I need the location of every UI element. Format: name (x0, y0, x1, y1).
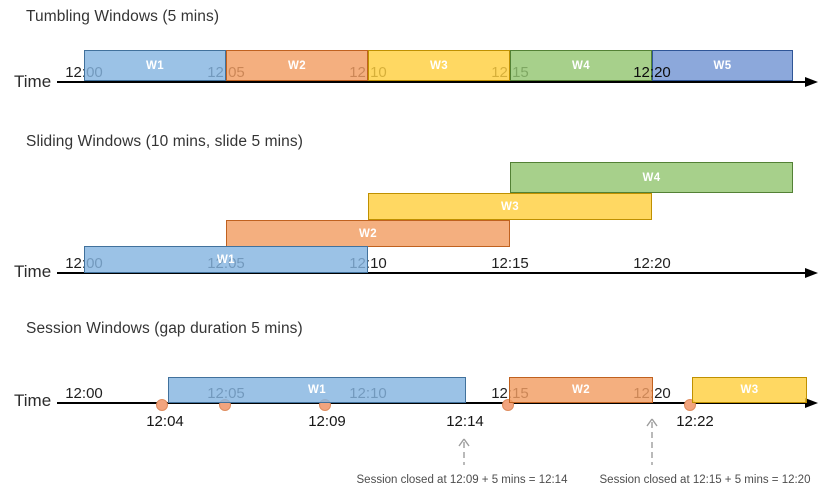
tumbling-section-title: Tumbling Windows (5 mins) (26, 8, 220, 25)
tumbling-tick-1220: 12:20 (633, 64, 671, 81)
sliding-window-w2: W2 (226, 220, 510, 247)
session-time-axis-label: Time (14, 391, 52, 410)
sliding-axis-arrowhead-icon (805, 268, 818, 278)
session-section-title: Session Windows (gap duration 5 mins) (26, 320, 303, 337)
session-window-w1-label: W1 (307, 384, 327, 396)
sliding-window-w2-label: W2 (358, 227, 378, 240)
tumbling-window-w3: W3 (368, 50, 510, 81)
session-window-w2: W2 (509, 377, 653, 403)
tumbling-window-w2-label: W2 (287, 59, 307, 72)
session-close-up-arrow-icon (646, 418, 658, 465)
event-time-1204: 12:04 (146, 413, 184, 430)
sliding-window-w4: W4 (510, 162, 793, 193)
session-axis-arrowhead-icon (805, 398, 818, 408)
event-time-1222: 12:22 (676, 413, 714, 430)
tumbling-time-axis-label: Time (14, 72, 52, 91)
tumbling-window-w3-label: W3 (429, 59, 449, 72)
sliding-time-axis (57, 272, 806, 274)
session-tick-1200: 12:00 (65, 385, 103, 402)
sliding-window-w1: W1 (84, 246, 368, 273)
session-window-w1: W1 (168, 377, 466, 403)
sliding-tick-1215: 12:15 (491, 255, 529, 272)
tumbling-window-w1: W1 (84, 50, 226, 81)
event-dot-1204 (156, 399, 168, 411)
session-closed-annotation-2: Session closed at 12:15 + 5 mins = 12:20 (599, 474, 811, 486)
sliding-window-w1-label: W1 (216, 253, 236, 266)
event-time-1214: 12:14 (446, 413, 484, 430)
tumbling-window-w1-label: W1 (145, 59, 165, 72)
tumbling-window-w4: W4 (510, 50, 652, 81)
sliding-window-w3-label: W3 (500, 200, 520, 213)
tumbling-window-w5-label: W5 (713, 59, 732, 72)
sliding-section-title: Sliding Windows (10 mins, slide 5 mins) (26, 133, 303, 150)
sliding-tick-1220: 12:20 (633, 255, 671, 272)
session-closed-annotation-1: Session closed at 12:09 + 5 mins = 12:14 (356, 474, 568, 486)
tumbling-window-w2: W2 (226, 50, 368, 81)
sliding-window-w3: W3 (368, 193, 652, 220)
session-window-w2-label: W2 (571, 384, 591, 396)
event-time-1209: 12:09 (308, 413, 346, 430)
tumbling-window-w5: W5 (652, 50, 793, 81)
session-window-w3: W3 (692, 377, 807, 403)
sliding-window-w4-label: W4 (642, 171, 661, 184)
session-close-up-arrow-icon (458, 438, 470, 465)
tumbling-axis-arrowhead-icon (805, 77, 818, 87)
session-window-w3-label: W3 (740, 384, 759, 396)
tumbling-time-axis (57, 81, 806, 83)
session-time-axis (57, 402, 806, 404)
sliding-time-axis-label: Time (14, 262, 52, 281)
tumbling-window-w4-label: W4 (571, 59, 591, 72)
